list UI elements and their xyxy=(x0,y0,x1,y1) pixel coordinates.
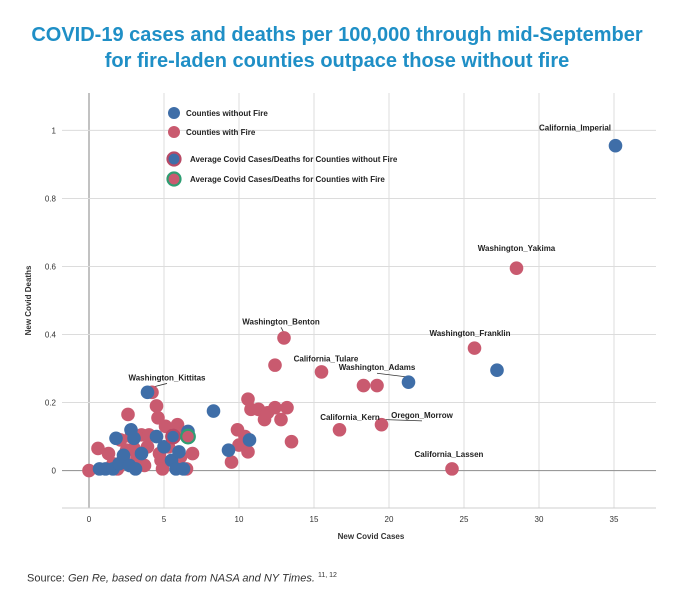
point-average-without-fire xyxy=(165,428,181,445)
point-county-without-fire xyxy=(149,429,164,444)
y-tick-label: 0.2 xyxy=(45,399,57,408)
x-tick-label: 35 xyxy=(610,515,619,524)
point-county-with-fire xyxy=(149,399,164,413)
point-county-with-fire xyxy=(91,441,105,456)
annotation-label: Washington_Adams xyxy=(339,363,416,372)
point-county-with-fire xyxy=(241,445,255,459)
point-county-with-fire xyxy=(467,341,482,355)
point-county-with-fire xyxy=(314,365,329,379)
legend-marker-with-fire xyxy=(168,126,180,138)
point-county-with-fire xyxy=(268,358,282,372)
point-county-without-fire xyxy=(140,385,155,400)
point-county-with-fire xyxy=(445,462,459,476)
legend-label: Counties with Fire xyxy=(186,128,256,137)
x-tick-label: 30 xyxy=(535,515,544,524)
annotation-label: California_Tulare xyxy=(294,355,359,364)
annotation-label: Washington_Franklin xyxy=(429,329,510,338)
x-tick-label: 10 xyxy=(235,515,244,524)
annotation-label: Washington_Kittitas xyxy=(128,373,206,382)
point-county-with-fire xyxy=(374,417,389,432)
point-county-without-fire xyxy=(172,445,186,459)
legend-marker-without-fire xyxy=(168,107,180,119)
y-axis-title: New Covid Deaths xyxy=(24,265,33,335)
point-county-with-fire xyxy=(268,400,282,415)
point-county-with-fire xyxy=(101,446,116,461)
point-county-without-fire xyxy=(157,439,171,454)
chart-points xyxy=(82,138,623,478)
point-county-with-fire xyxy=(356,378,371,393)
annotation-label: Washington_Yakima xyxy=(478,244,556,253)
annotation-label: California_Imperial xyxy=(539,123,611,132)
legend-marker-average-without-fire xyxy=(166,151,182,167)
point-county-with-fire xyxy=(121,407,135,422)
point-county-without-fire xyxy=(109,431,123,446)
x-tick-label: 0 xyxy=(87,515,92,524)
chart-title: COVID-19 cases and deaths per 100,000 th… xyxy=(0,22,674,74)
x-axis-title: New Covid Cases xyxy=(338,532,405,541)
point-county-without-fire xyxy=(176,462,191,476)
annotation-leader xyxy=(385,419,423,422)
legend-label: Counties without Fire xyxy=(186,109,268,118)
y-tick-label: 0.4 xyxy=(45,331,57,340)
point-county-with-fire xyxy=(274,412,288,427)
point-county-with-fire xyxy=(155,462,170,476)
annotation-label: California_Kern xyxy=(320,413,380,422)
source-refs: 11, 12 xyxy=(317,572,337,579)
point-county-with-fire xyxy=(82,463,96,478)
legend-label: Average Covid Cases/Deaths for Counties … xyxy=(190,155,398,164)
y-tick-label: 0.8 xyxy=(45,194,57,203)
point-county-with-fire xyxy=(509,261,524,275)
annotation-labels: California_Imperial Washington_Yakima Wash… xyxy=(128,123,611,459)
annotation-leader xyxy=(376,372,409,378)
point-county-with-fire xyxy=(284,434,299,449)
y-tick-label: 0.6 xyxy=(45,262,57,271)
point-county-without-fire xyxy=(134,446,149,461)
legend-label: Average Covid Cases/Deaths for Counties … xyxy=(190,175,385,184)
source-text: Gen Re, based on data from NASA and NY T… xyxy=(67,572,315,585)
annotation-label: Washington_Benton xyxy=(242,317,320,326)
point-county-with-fire xyxy=(224,455,239,469)
chart-title-line-1: COVID-19 cases and deaths per 100,000 th… xyxy=(31,24,643,46)
source-prefix: Source: xyxy=(27,572,68,585)
point-county-with-fire xyxy=(277,331,291,345)
point-county-with-fire xyxy=(185,446,200,461)
point-county-without-fire xyxy=(608,138,623,153)
x-tick-label: 25 xyxy=(460,515,469,524)
chart-axes: 0 5 10 15 20 25 30 35 0 0.2 0.4 0.6 0.8 1 New Covid Ca… xyxy=(24,126,656,541)
point-county-without-fire xyxy=(128,462,143,476)
source-note: Source: Gen Re, based on data from NASA … xyxy=(27,572,337,585)
point-county-without-fire xyxy=(221,443,236,457)
point-county-with-fire xyxy=(158,419,173,434)
point-county-without-fire xyxy=(127,431,141,446)
point-average-with-fire xyxy=(180,428,196,445)
point-county-with-fire xyxy=(241,392,255,406)
legend-marker-average-with-fire xyxy=(166,171,182,187)
x-tick-label: 15 xyxy=(310,515,319,524)
point-county-without-fire xyxy=(401,375,416,389)
point-county-without-fire xyxy=(206,404,221,418)
point-county-with-fire xyxy=(370,378,384,393)
point-county-without-fire xyxy=(116,448,131,463)
annotation-label: California_Lassen xyxy=(415,450,484,459)
point-county-with-fire xyxy=(332,422,347,437)
annotation-label: Oregon_Morrow xyxy=(391,411,454,420)
x-tick-label: 5 xyxy=(162,515,167,524)
chart-title-line-2: for fire-laden counties outpace those wi… xyxy=(104,50,570,72)
point-county-without-fire xyxy=(490,363,504,378)
y-tick-label: 0 xyxy=(52,467,57,476)
point-county-with-fire xyxy=(280,400,294,415)
chart-legend: Counties without Fire Counties with Fire A… xyxy=(166,107,398,187)
x-tick-label: 20 xyxy=(385,515,394,524)
y-tick-label: 1 xyxy=(52,126,57,135)
point-county-without-fire xyxy=(242,433,257,447)
